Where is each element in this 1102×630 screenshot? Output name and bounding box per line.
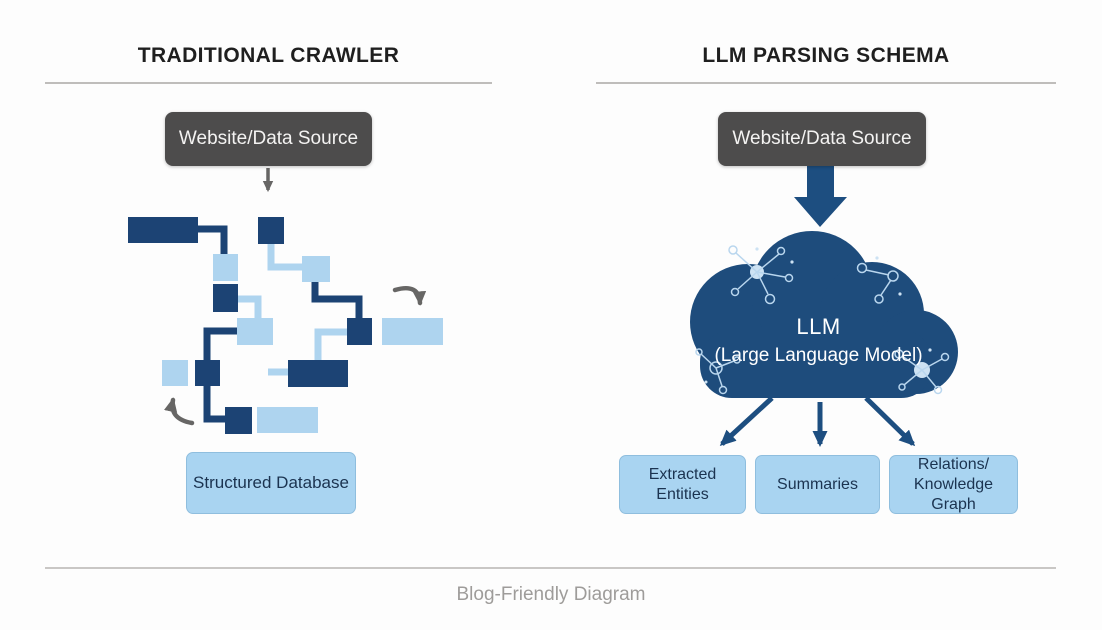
footer-divider	[45, 567, 1056, 569]
extracted-entities-box: Extracted Entities	[619, 455, 746, 514]
maze-nodes	[128, 217, 443, 434]
right-source-box: Website/Data Source	[718, 112, 926, 166]
maze-connector	[267, 244, 302, 271]
maze-node	[213, 284, 238, 312]
summaries-box: Summaries	[755, 455, 880, 514]
curved-arrow-up-icon	[163, 397, 195, 426]
maze-connector	[314, 328, 347, 360]
structured-database-box: Structured Database	[186, 452, 356, 514]
maze-node	[237, 318, 273, 345]
network-motif-icon	[894, 348, 950, 395]
maze-connector	[203, 386, 225, 423]
llm-cloud-label-line2: (Large Language Model)	[714, 345, 923, 366]
right-panel-title: LLM PARSING SCHEMA	[702, 44, 950, 67]
relations-knowledge-graph-box: Relations/ Knowledge Graph	[889, 455, 1018, 514]
maze-node	[302, 256, 330, 282]
maze-connectors	[198, 225, 363, 423]
maze-connector	[198, 225, 228, 254]
left-source-box: Website/Data Source	[165, 112, 372, 166]
arrow-to-extracted-entities	[719, 396, 774, 447]
maze-node	[128, 217, 198, 243]
maze-node	[162, 360, 188, 386]
maze-node	[195, 360, 220, 386]
maze-connector	[238, 295, 262, 318]
footer-caption: Blog-Friendly Diagram	[456, 584, 646, 605]
llm-cloud-label-line1: LLM	[796, 314, 841, 339]
maze-node	[225, 407, 252, 434]
maze-node	[382, 318, 443, 345]
network-motif-icon	[728, 245, 794, 305]
maze-node	[288, 360, 348, 387]
maze-node	[258, 217, 284, 244]
network-motif-icon	[856, 256, 902, 304]
llm-cloud-label: LLM (Large Language Model)	[682, 314, 955, 367]
left-panel-title: TRADITIONAL CRAWLER	[137, 44, 400, 67]
right-title-underline	[596, 82, 1056, 84]
block-arrow-down-icon	[794, 166, 847, 227]
llm-cloud	[690, 231, 958, 398]
maze-connector	[311, 282, 363, 318]
network-motif-icon	[695, 348, 741, 395]
maze-connector	[203, 327, 237, 360]
maze-node	[213, 254, 238, 281]
maze-node	[257, 407, 318, 433]
curved-arrow-down-icon	[392, 285, 427, 306]
arrow-to-relations	[864, 396, 916, 447]
left-title-underline	[45, 82, 492, 84]
maze-node	[347, 318, 372, 345]
